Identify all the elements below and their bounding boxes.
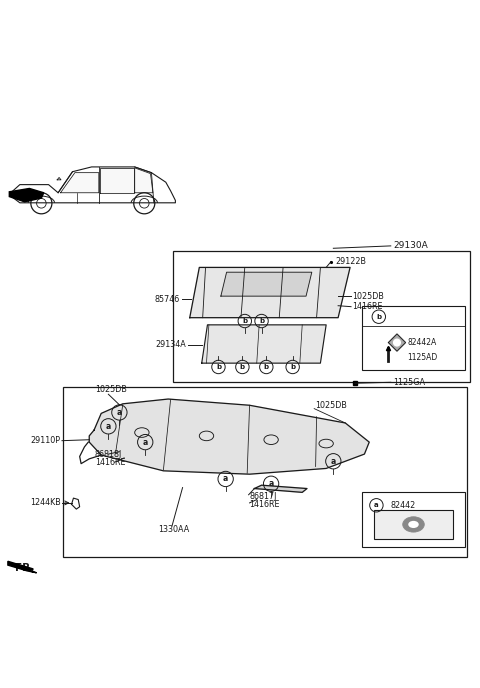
- Polygon shape: [254, 485, 307, 493]
- Bar: [374, 510, 453, 539]
- Polygon shape: [89, 399, 369, 474]
- Text: 1416RE: 1416RE: [352, 302, 383, 311]
- Polygon shape: [202, 325, 326, 363]
- Text: 1416RE: 1416RE: [95, 458, 125, 467]
- Text: 1125AD: 1125AD: [408, 354, 438, 363]
- Text: 86818J: 86818J: [95, 449, 122, 459]
- Text: b: b: [290, 364, 295, 370]
- Text: 1125GA: 1125GA: [393, 378, 425, 387]
- Bar: [173, 250, 470, 383]
- Polygon shape: [221, 272, 312, 296]
- Polygon shape: [135, 168, 153, 193]
- Text: b: b: [240, 364, 245, 370]
- Text: 1330AA: 1330AA: [158, 525, 190, 534]
- Text: a: a: [117, 408, 122, 417]
- Polygon shape: [9, 189, 44, 202]
- Bar: [63, 387, 468, 557]
- Polygon shape: [388, 334, 406, 351]
- Text: 86817J: 86817J: [250, 492, 277, 501]
- Polygon shape: [100, 168, 134, 193]
- Text: 1416RE: 1416RE: [250, 500, 280, 509]
- Text: 1025DB: 1025DB: [352, 292, 384, 301]
- Text: a: a: [106, 422, 111, 431]
- Text: 29122B: 29122B: [336, 257, 367, 266]
- Text: 1025DB: 1025DB: [316, 401, 348, 410]
- Ellipse shape: [408, 521, 419, 528]
- Text: b: b: [376, 314, 381, 320]
- Text: b: b: [242, 318, 247, 324]
- Text: a: a: [374, 502, 379, 508]
- Text: 82442A: 82442A: [408, 338, 437, 347]
- Polygon shape: [8, 561, 36, 573]
- Polygon shape: [60, 173, 99, 193]
- Text: a: a: [143, 438, 148, 447]
- Text: b: b: [264, 364, 269, 370]
- Text: b: b: [259, 318, 264, 324]
- Polygon shape: [190, 268, 350, 318]
- Circle shape: [394, 339, 400, 346]
- Text: FR.: FR.: [15, 563, 35, 572]
- Text: a: a: [223, 475, 228, 484]
- Text: a: a: [268, 480, 274, 488]
- Text: b: b: [216, 364, 221, 370]
- Text: 29134A: 29134A: [156, 341, 186, 350]
- Text: 29110P: 29110P: [31, 436, 60, 445]
- Text: 85746: 85746: [155, 295, 180, 304]
- Text: 1244KB: 1244KB: [30, 498, 60, 507]
- Bar: [362, 305, 465, 370]
- Text: 29130A: 29130A: [393, 241, 428, 250]
- Ellipse shape: [403, 517, 424, 532]
- Text: a: a: [331, 457, 336, 466]
- Bar: [362, 493, 465, 548]
- Text: 1025DB: 1025DB: [96, 385, 127, 394]
- Text: 82442: 82442: [391, 501, 416, 510]
